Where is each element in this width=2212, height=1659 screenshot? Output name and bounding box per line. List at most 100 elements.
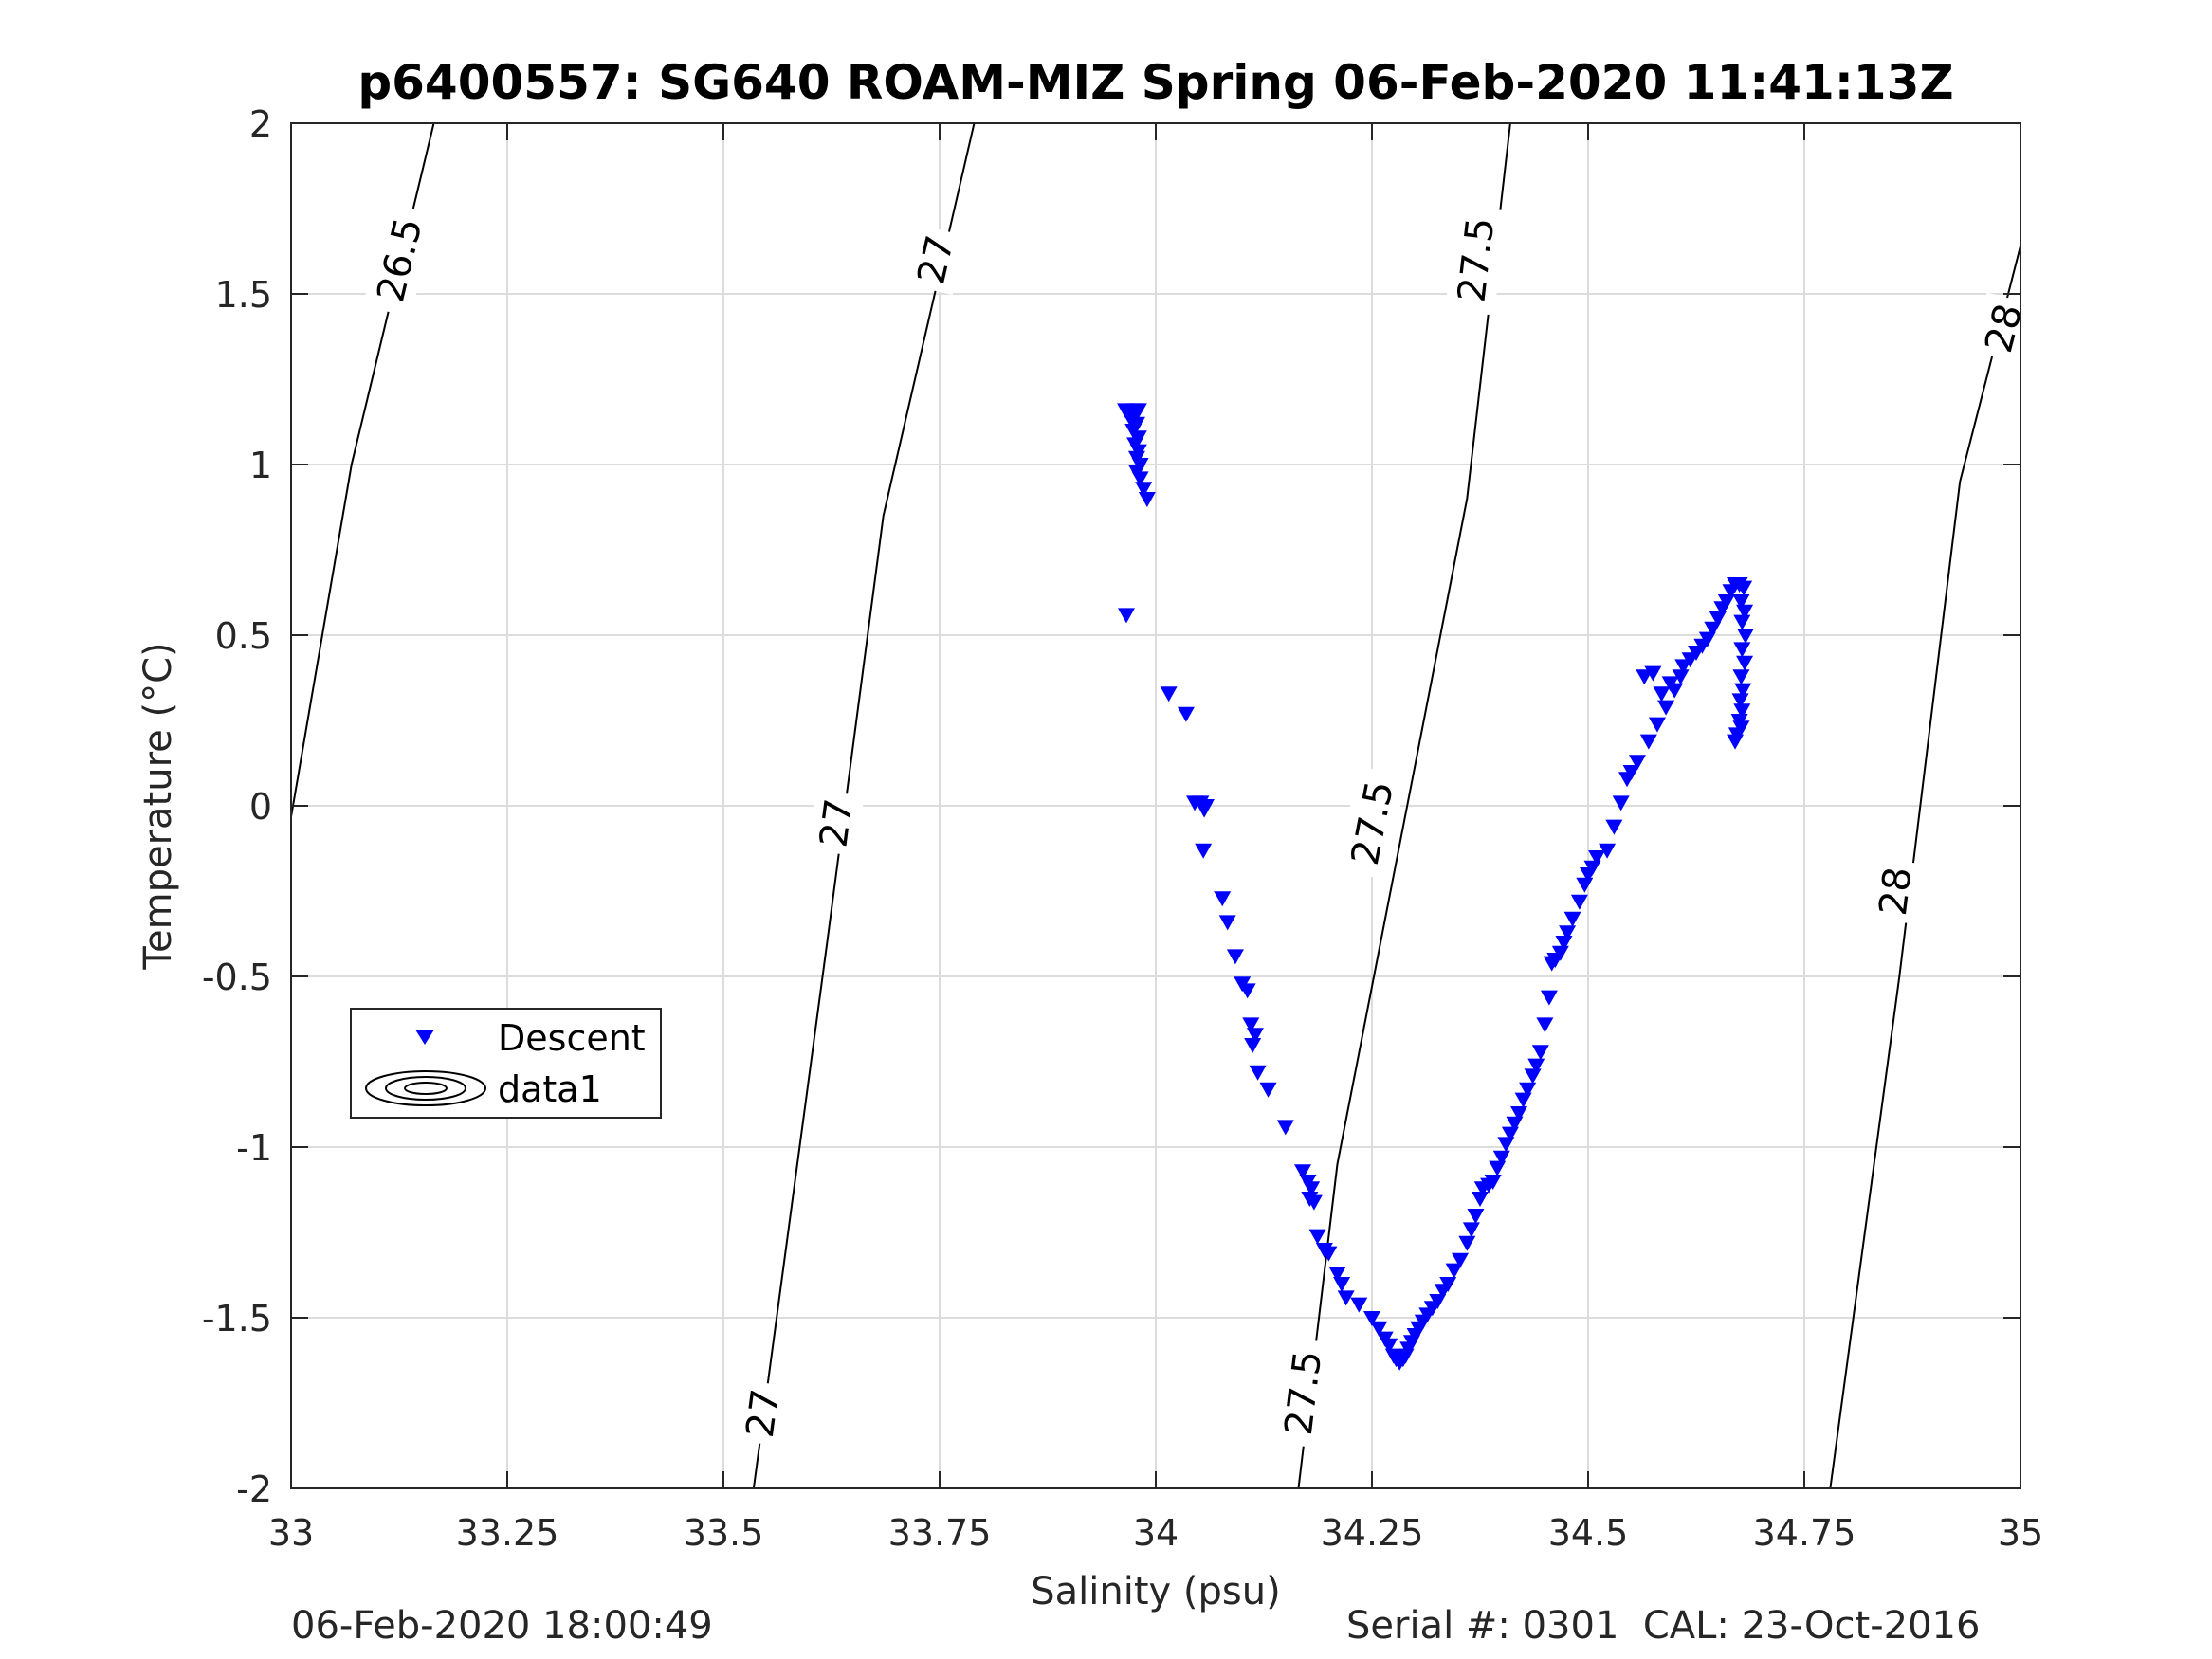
descent-point bbox=[1733, 614, 1751, 630]
y-tick-label: 1 bbox=[249, 445, 272, 486]
descent-point bbox=[1214, 891, 1232, 907]
descent-point bbox=[1244, 1038, 1262, 1053]
contour-label: 27.5 bbox=[1277, 1348, 1330, 1437]
descent-point bbox=[1160, 686, 1178, 702]
contour-label-bg bbox=[1867, 858, 1924, 924]
descent-point bbox=[1704, 621, 1722, 637]
descent-point bbox=[1612, 795, 1630, 811]
descent-point bbox=[1138, 492, 1156, 507]
descent-point bbox=[1588, 850, 1606, 866]
descent-point bbox=[1698, 631, 1716, 647]
y-tick-label: 2 bbox=[249, 103, 272, 145]
descent-point bbox=[1445, 1263, 1463, 1279]
contour-label-bg bbox=[362, 202, 436, 318]
descent-point bbox=[1674, 659, 1692, 675]
descent-point bbox=[1462, 1222, 1480, 1238]
x-tick-label: 33.25 bbox=[456, 1512, 559, 1554]
descent-point bbox=[1303, 1181, 1321, 1197]
contour-label-bg bbox=[904, 224, 966, 296]
descent-point bbox=[1492, 1150, 1510, 1166]
descent-point bbox=[1135, 482, 1153, 498]
descent-series bbox=[1117, 403, 1754, 1371]
legend-contour-icon bbox=[365, 1070, 486, 1106]
descent-point bbox=[1622, 765, 1640, 780]
descent-point bbox=[1218, 915, 1236, 931]
descent-point bbox=[1672, 669, 1690, 685]
descent-point bbox=[1472, 1192, 1489, 1207]
descent-point bbox=[1226, 949, 1244, 965]
descent-point bbox=[1249, 1065, 1267, 1081]
y-tick-label: -2 bbox=[236, 1468, 272, 1510]
descent-point bbox=[1727, 734, 1745, 750]
descent-point bbox=[1238, 983, 1256, 999]
descent-point bbox=[1328, 1267, 1346, 1283]
descent-point bbox=[1177, 706, 1195, 722]
descent-point bbox=[1484, 1175, 1502, 1190]
contour-label-bg bbox=[1271, 1337, 1334, 1449]
footer-serial-calibration: Serial #: 0301 CAL: 23-Oct-2016 bbox=[1346, 1604, 1981, 1648]
x-tick-label: 34 bbox=[1133, 1512, 1179, 1554]
y-tick-label: 0.5 bbox=[215, 615, 272, 657]
axis-ticks bbox=[290, 122, 2021, 1489]
legend-data1-label: data1 bbox=[498, 1068, 602, 1110]
descent-point bbox=[1458, 1235, 1476, 1251]
isopycnal-28 bbox=[1829, 246, 2020, 1488]
legend-box bbox=[350, 1008, 662, 1119]
descent-point bbox=[1605, 819, 1623, 835]
descent-point bbox=[1276, 1120, 1294, 1136]
descent-point bbox=[1380, 1338, 1398, 1354]
descent-point bbox=[1294, 1164, 1312, 1180]
descent-point bbox=[1733, 642, 1751, 658]
descent-point bbox=[1576, 877, 1594, 893]
descent-point bbox=[1197, 799, 1215, 814]
descent-point bbox=[1733, 703, 1751, 720]
descent-point bbox=[1540, 990, 1558, 1006]
descent-point bbox=[1308, 1229, 1326, 1245]
descent-point bbox=[1628, 755, 1646, 771]
contour-label: 27 bbox=[812, 796, 861, 849]
descent-point bbox=[1570, 894, 1588, 910]
descent-point bbox=[1736, 629, 1754, 644]
contour-label: 27 bbox=[909, 231, 962, 288]
descent-point bbox=[1333, 1277, 1351, 1292]
descent-point bbox=[1527, 1058, 1545, 1074]
contour-label-bg bbox=[734, 1379, 792, 1447]
descent-point bbox=[1732, 594, 1750, 610]
y-axis-tick-labels: 2 1.5 1 0.5 0 -0.5 -1 -1.5 -2 bbox=[202, 103, 272, 1510]
x-axis-label: Salinity (psu) bbox=[1031, 1570, 1280, 1613]
descent-point bbox=[1129, 403, 1147, 419]
descent-point bbox=[1653, 686, 1671, 702]
descent-point bbox=[1735, 580, 1753, 596]
descent-point bbox=[1452, 1252, 1470, 1268]
descent-point bbox=[1429, 1294, 1447, 1309]
descent-point bbox=[1337, 1290, 1355, 1306]
descent-point bbox=[1510, 1106, 1528, 1121]
descent-point bbox=[1648, 717, 1666, 733]
descent-point bbox=[1519, 1082, 1537, 1098]
descent-point bbox=[1117, 608, 1135, 624]
y-tick-label: -1 bbox=[236, 1127, 272, 1169]
descent-point bbox=[1661, 676, 1679, 692]
descent-point bbox=[1555, 936, 1573, 951]
descent-point bbox=[1524, 1068, 1542, 1085]
x-tick-label: 34.75 bbox=[1753, 1512, 1856, 1554]
descent-point bbox=[1599, 843, 1617, 859]
contour-label: 27.5 bbox=[1450, 215, 1503, 304]
y-tick-label: -1.5 bbox=[202, 1298, 272, 1340]
legend-descent-marker bbox=[415, 1030, 434, 1045]
contour-label-bg bbox=[1445, 204, 1507, 316]
descent-point bbox=[1636, 669, 1654, 685]
descent-point bbox=[1531, 1045, 1549, 1061]
contour-label: 27 bbox=[739, 1387, 788, 1441]
descent-point bbox=[1467, 1209, 1485, 1224]
descent-point bbox=[1639, 734, 1657, 750]
descent-point bbox=[1195, 843, 1213, 859]
descent-point bbox=[1731, 693, 1749, 709]
x-tick-label: 35 bbox=[1998, 1512, 2043, 1554]
legend: Descent data1 bbox=[350, 1008, 662, 1119]
descent-point bbox=[1363, 1311, 1380, 1326]
descent-point bbox=[1320, 1246, 1338, 1262]
